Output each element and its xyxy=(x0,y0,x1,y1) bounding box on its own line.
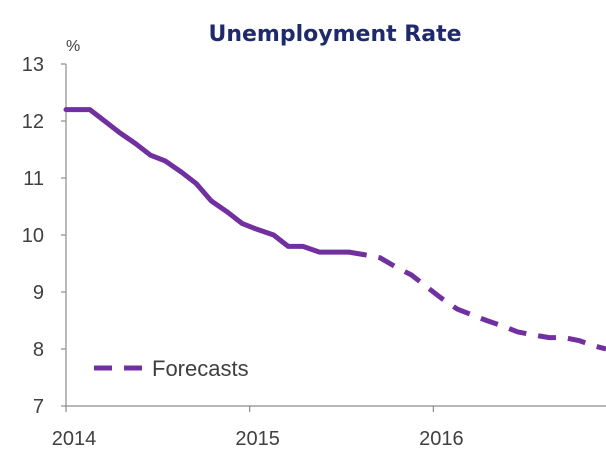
legend: Forecasts xyxy=(94,356,249,381)
series-line-forecasts xyxy=(348,249,606,352)
x-tick-label: 2016 xyxy=(419,428,464,450)
chart-title: Unemployment Rate xyxy=(208,22,461,47)
y-tick-label: 13 xyxy=(22,54,44,76)
y-tick-label: 9 xyxy=(33,282,44,304)
x-tick-label: 2014 xyxy=(52,428,97,450)
series-layer xyxy=(63,107,606,352)
y-tick-label: 12 xyxy=(22,111,44,133)
y-tick-label: 8 xyxy=(33,339,44,361)
x-axis-ticks: 2014 2015 2016 xyxy=(52,406,464,450)
y-axis-unit-label: % xyxy=(66,38,80,55)
x-tick-label: 2015 xyxy=(235,428,280,450)
y-tick-label: 7 xyxy=(33,396,44,418)
legend-label-forecasts: Forecasts xyxy=(152,356,249,381)
series-line-actual xyxy=(63,107,352,255)
y-tick-label: 10 xyxy=(22,225,44,247)
y-axis-ticks: 7 8 9 10 11 12 13 xyxy=(22,54,66,418)
y-tick-label: 11 xyxy=(23,168,44,190)
